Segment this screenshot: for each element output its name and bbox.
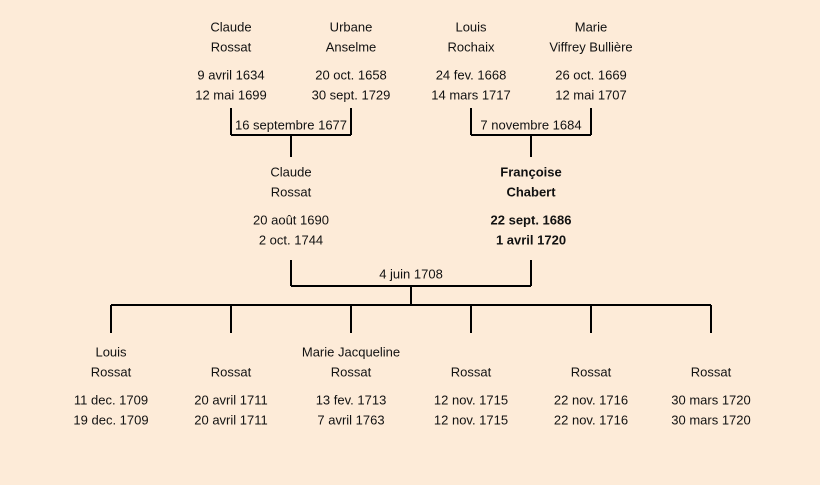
person-first-name: Claude bbox=[210, 19, 252, 35]
person-birth-date: 20 avril 1711 bbox=[194, 392, 268, 408]
marriage-date: 16 septembre 1677 bbox=[233, 117, 349, 133]
marriage-date: 7 novembre 1684 bbox=[479, 117, 583, 133]
person-birth-date: 20 août 1690 bbox=[253, 212, 329, 228]
person-death-date: 20 avril 1711 bbox=[194, 412, 268, 428]
person-last-name: Anselme bbox=[325, 39, 377, 55]
person-first-name: Louis bbox=[455, 19, 487, 35]
person-death-date: 12 nov. 1715 bbox=[433, 412, 509, 428]
person-death-date: 2 oct. 1744 bbox=[258, 232, 324, 248]
person-last-name: Rossat bbox=[210, 364, 252, 380]
person-first-name: Claude bbox=[270, 164, 312, 180]
person-last-name: Rossat bbox=[270, 184, 312, 200]
person-first-name: Marie Jacqueline bbox=[301, 344, 401, 360]
person-birth-date: 24 fev. 1668 bbox=[435, 67, 507, 83]
person-last-name: Viffrey Bullière bbox=[549, 39, 633, 55]
person-death-date: 30 sept. 1729 bbox=[311, 87, 391, 103]
marriage-date: 4 juin 1708 bbox=[378, 266, 444, 282]
person-birth-date: 20 oct. 1658 bbox=[315, 67, 387, 83]
person-last-name: Chabert bbox=[506, 184, 556, 200]
person-last-name: Rossat bbox=[330, 364, 372, 380]
person-first-name: Urbane bbox=[329, 19, 373, 35]
person-birth-date: 22 nov. 1716 bbox=[553, 392, 629, 408]
person-last-name: Rochaix bbox=[447, 39, 495, 55]
person-death-date: 12 mai 1707 bbox=[555, 87, 627, 103]
person-birth-date: 26 oct. 1669 bbox=[555, 67, 627, 83]
person-birth-date: 22 sept. 1686 bbox=[490, 212, 572, 228]
person-birth-date: 30 mars 1720 bbox=[671, 392, 751, 408]
person-death-date: 22 nov. 1716 bbox=[553, 412, 629, 428]
person-birth-date: 12 nov. 1715 bbox=[433, 392, 509, 408]
person-death-date: 19 dec. 1709 bbox=[73, 412, 149, 428]
person-birth-date: 13 fev. 1713 bbox=[315, 392, 387, 408]
person-death-date: 1 avril 1720 bbox=[495, 232, 567, 248]
person-death-date: 14 mars 1717 bbox=[431, 87, 511, 103]
person-death-date: 12 mai 1699 bbox=[195, 87, 267, 103]
person-last-name: Rossat bbox=[570, 364, 612, 380]
person-first-name: Louis bbox=[95, 344, 127, 360]
person-last-name: Rossat bbox=[450, 364, 492, 380]
person-birth-date: 9 avril 1634 bbox=[197, 67, 265, 83]
person-birth-date: 11 dec. 1709 bbox=[73, 392, 149, 408]
person-last-name: Rossat bbox=[690, 364, 732, 380]
person-last-name: Rossat bbox=[90, 364, 132, 380]
person-first-name: Marie bbox=[574, 19, 608, 35]
person-death-date: 7 avril 1763 bbox=[317, 412, 385, 428]
person-death-date: 30 mars 1720 bbox=[671, 412, 751, 428]
person-first-name: Françoise bbox=[500, 164, 562, 180]
person-last-name: Rossat bbox=[210, 39, 252, 55]
